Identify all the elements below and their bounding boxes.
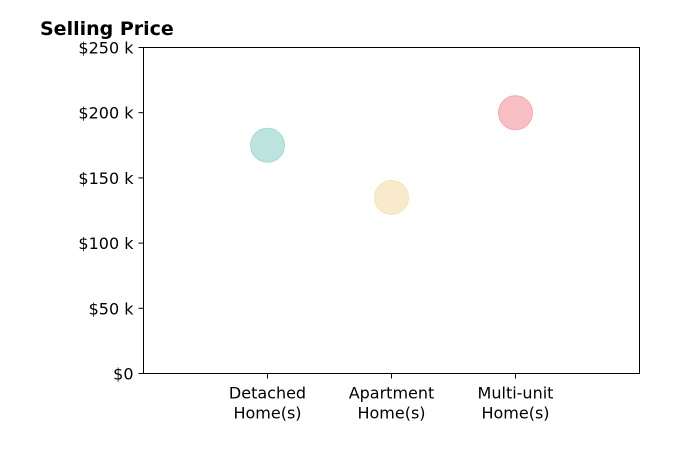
data-point-multi-unit-home-s [498, 95, 533, 131]
data-point-detached-home-s [250, 127, 285, 163]
plot-area [250, 95, 533, 215]
x-tick-label: Apartment Home(s) [349, 384, 435, 423]
x-tick-label-line: Home(s) [357, 404, 425, 423]
x-tick-label-line: Home(s) [233, 404, 301, 423]
y-tick-label: $150 k [78, 169, 134, 188]
y-tick-label: $0 [113, 365, 133, 384]
y-tick-label: $200 k [78, 104, 134, 123]
x-axis: Detached Home(s)Apartment Home(s)Multi-uni… [229, 373, 554, 423]
x-tick-label-line: Multi-unit [478, 384, 554, 403]
data-point-apartment-home-s [374, 179, 409, 215]
y-axis: $0 $50 k $100 k $150 k $200 k $250 k [78, 39, 144, 384]
y-tick-label: $250 k [78, 39, 134, 58]
x-tick-label: Detached Home(s) [229, 384, 306, 423]
x-tick-label-line: Home(s) [481, 404, 549, 423]
chart-title: Selling Price [40, 18, 174, 40]
x-tick-label-line: Detached [229, 384, 306, 403]
x-tick-label-line: Apartment [349, 384, 435, 403]
x-tick-label: Multi-unit Home(s) [478, 384, 554, 423]
y-tick-label: $100 k [78, 234, 134, 253]
y-tick-label: $50 k [89, 299, 135, 318]
